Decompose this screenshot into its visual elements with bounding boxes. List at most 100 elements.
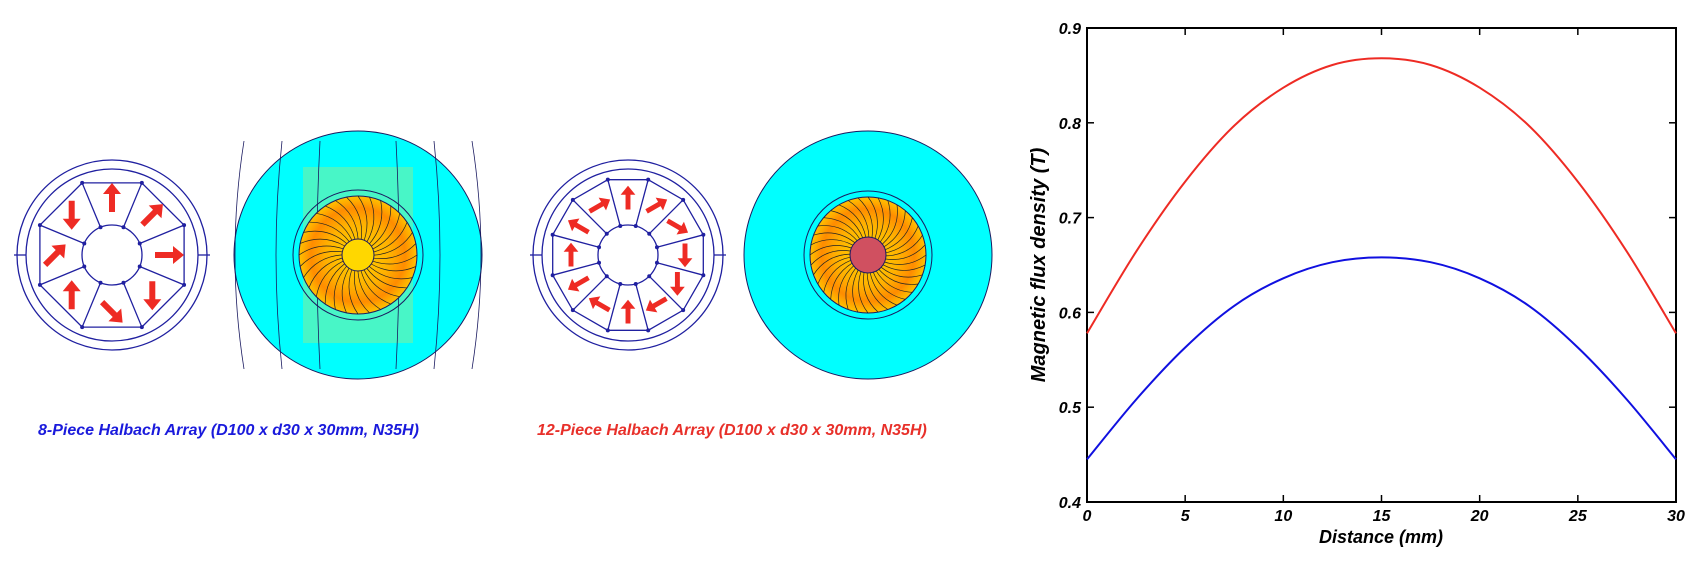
eight-piece-flux-line (372, 213, 401, 250)
eight-piece-magnetization-arrow (62, 280, 81, 310)
eight-piece-magnetization-arrow (155, 246, 184, 264)
twelve-piece-flux-line (863, 272, 879, 313)
twelve-piece-segment-divider (552, 234, 600, 248)
twelve-piece-segment-divider (635, 179, 649, 227)
twelve-piece-node (597, 260, 602, 265)
twelve-piece-segment-divider (648, 275, 684, 311)
twelve-piece-node (681, 197, 686, 202)
twelve-piece-flux-line (823, 259, 851, 293)
y-tick-label: 0.8 (1059, 116, 1081, 133)
twelve-piece-node (604, 274, 609, 279)
eight-piece-magnetization-arrow (140, 204, 163, 227)
eight-piece-node (121, 225, 126, 230)
y-axis-label: Magnetic flux density (T) (1028, 147, 1050, 382)
eight-piece-flux-line (303, 254, 343, 278)
series-line-blue (1086, 256, 1677, 460)
twelve-piece-bore-field (849, 236, 887, 274)
eight-piece-flux-line (341, 268, 350, 314)
twelve-piece-flux-line (830, 262, 853, 300)
eight-piece-node (139, 180, 144, 185)
eight-piece-flux-line (363, 269, 400, 298)
twelve-piece-flux-line (885, 225, 919, 254)
twelve-piece-node (646, 177, 651, 182)
series-line-red (1086, 57, 1677, 334)
twelve-piece-segment-divider (648, 199, 684, 235)
caption-8-piece: 8-Piece Halbach Array (D100 x d30 x 30mm… (38, 422, 419, 439)
twelve-piece-magnetization-arrow (670, 272, 685, 296)
eight-piece-node (37, 282, 42, 287)
twelve-piece-node (605, 328, 610, 333)
eight-piece-node (182, 223, 187, 228)
eight-piece-node (80, 180, 85, 185)
eight-piece-flux-line (373, 243, 417, 259)
y-tick-label: 0.7 (1059, 211, 1082, 228)
twelve-piece-segment-divider (656, 262, 704, 276)
twelve-piece-segment-divider (607, 283, 621, 331)
eight-piece-flux-line (275, 140, 283, 370)
plot-frame (1086, 27, 1677, 503)
twelve-piece-flux-line (809, 245, 852, 256)
twelve-piece-flux-line (869, 272, 898, 306)
eight-piece-flux-line (348, 269, 359, 315)
eight-piece-node (82, 241, 87, 246)
twelve-piece-array (530, 159, 726, 351)
eight-piece-flux-line (360, 270, 391, 305)
twelve-piece-magnetization-arrow (567, 218, 590, 235)
twelve-piece-flux-line (858, 271, 869, 314)
eight-piece-magnetization-arrow (143, 281, 162, 311)
eight-piece-flux-line (372, 254, 418, 265)
eight-piece-flux-line (308, 257, 343, 288)
eight-piece-node (139, 325, 144, 330)
eight-piece-flux-line (303, 230, 348, 244)
eight-piece-node (98, 225, 103, 230)
twelve-piece-flux-line (882, 264, 926, 271)
eight-piece-node (98, 280, 103, 285)
twelve-piece-node (618, 281, 623, 286)
twelve-piece-flux-line (867, 196, 878, 239)
eight-piece-flux-line (369, 200, 383, 245)
eight-piece-node (37, 223, 42, 228)
twelve-piece-flux-line (845, 267, 856, 310)
eight-piece-flux-line (299, 238, 345, 247)
y-tick-label: 0.6 (1059, 305, 1081, 322)
eight-piece-flux-line (373, 222, 408, 253)
x-tick-label: 25 (1568, 508, 1588, 525)
twelve-piece-flux-line (838, 265, 854, 306)
twelve-piece-magnetization-arrow (620, 299, 636, 324)
eight-piece-flux-line (433, 140, 441, 370)
eight-piece-housing-outline (292, 189, 424, 321)
eight-piece-flux-line (366, 268, 408, 289)
eight-piece-magnetization-arrow (62, 200, 81, 230)
twelve-piece-segment-divider (635, 283, 649, 331)
eight-piece-flux-line (373, 232, 413, 256)
twelve-piece-node (647, 274, 652, 279)
eight-piece-flux-line (316, 212, 353, 241)
twelve-piece-flux-line (810, 239, 854, 246)
y-tick-label: 0.4 (1059, 495, 1081, 512)
twelve-piece-flux-line (830, 210, 864, 238)
x-tick-label: 30 (1667, 508, 1685, 525)
x-tick-label: 0 (1083, 508, 1092, 525)
eight-piece-array (14, 159, 210, 351)
eight-piece-node (137, 264, 142, 269)
twelve-piece-node (618, 224, 623, 229)
twelve-piece-node (647, 231, 652, 236)
twelve-piece-bore (597, 224, 659, 286)
twelve-piece-flux-line (883, 210, 906, 248)
eight-piece-flux-line (471, 140, 482, 370)
x-tick-label: 20 (1470, 508, 1489, 525)
eight-piece-flux-line (299, 251, 343, 267)
twelve-piece-flux-line (848, 200, 870, 238)
eight-piece-flux-line (298, 245, 344, 256)
twelve-piece-segment-divider (656, 234, 704, 248)
eight-piece-segment-divider (122, 282, 143, 328)
eight-piece-node (137, 241, 142, 246)
twelve-piece-node (597, 245, 602, 250)
twelve-piece-flux-line (817, 225, 858, 241)
twelve-piece-segment-divider (572, 275, 608, 311)
twelve-piece-field-map (743, 130, 993, 380)
twelve-piece-flux-line (857, 197, 873, 238)
eight-piece-node (182, 282, 187, 287)
eight-piece-flux-line (346, 196, 362, 240)
